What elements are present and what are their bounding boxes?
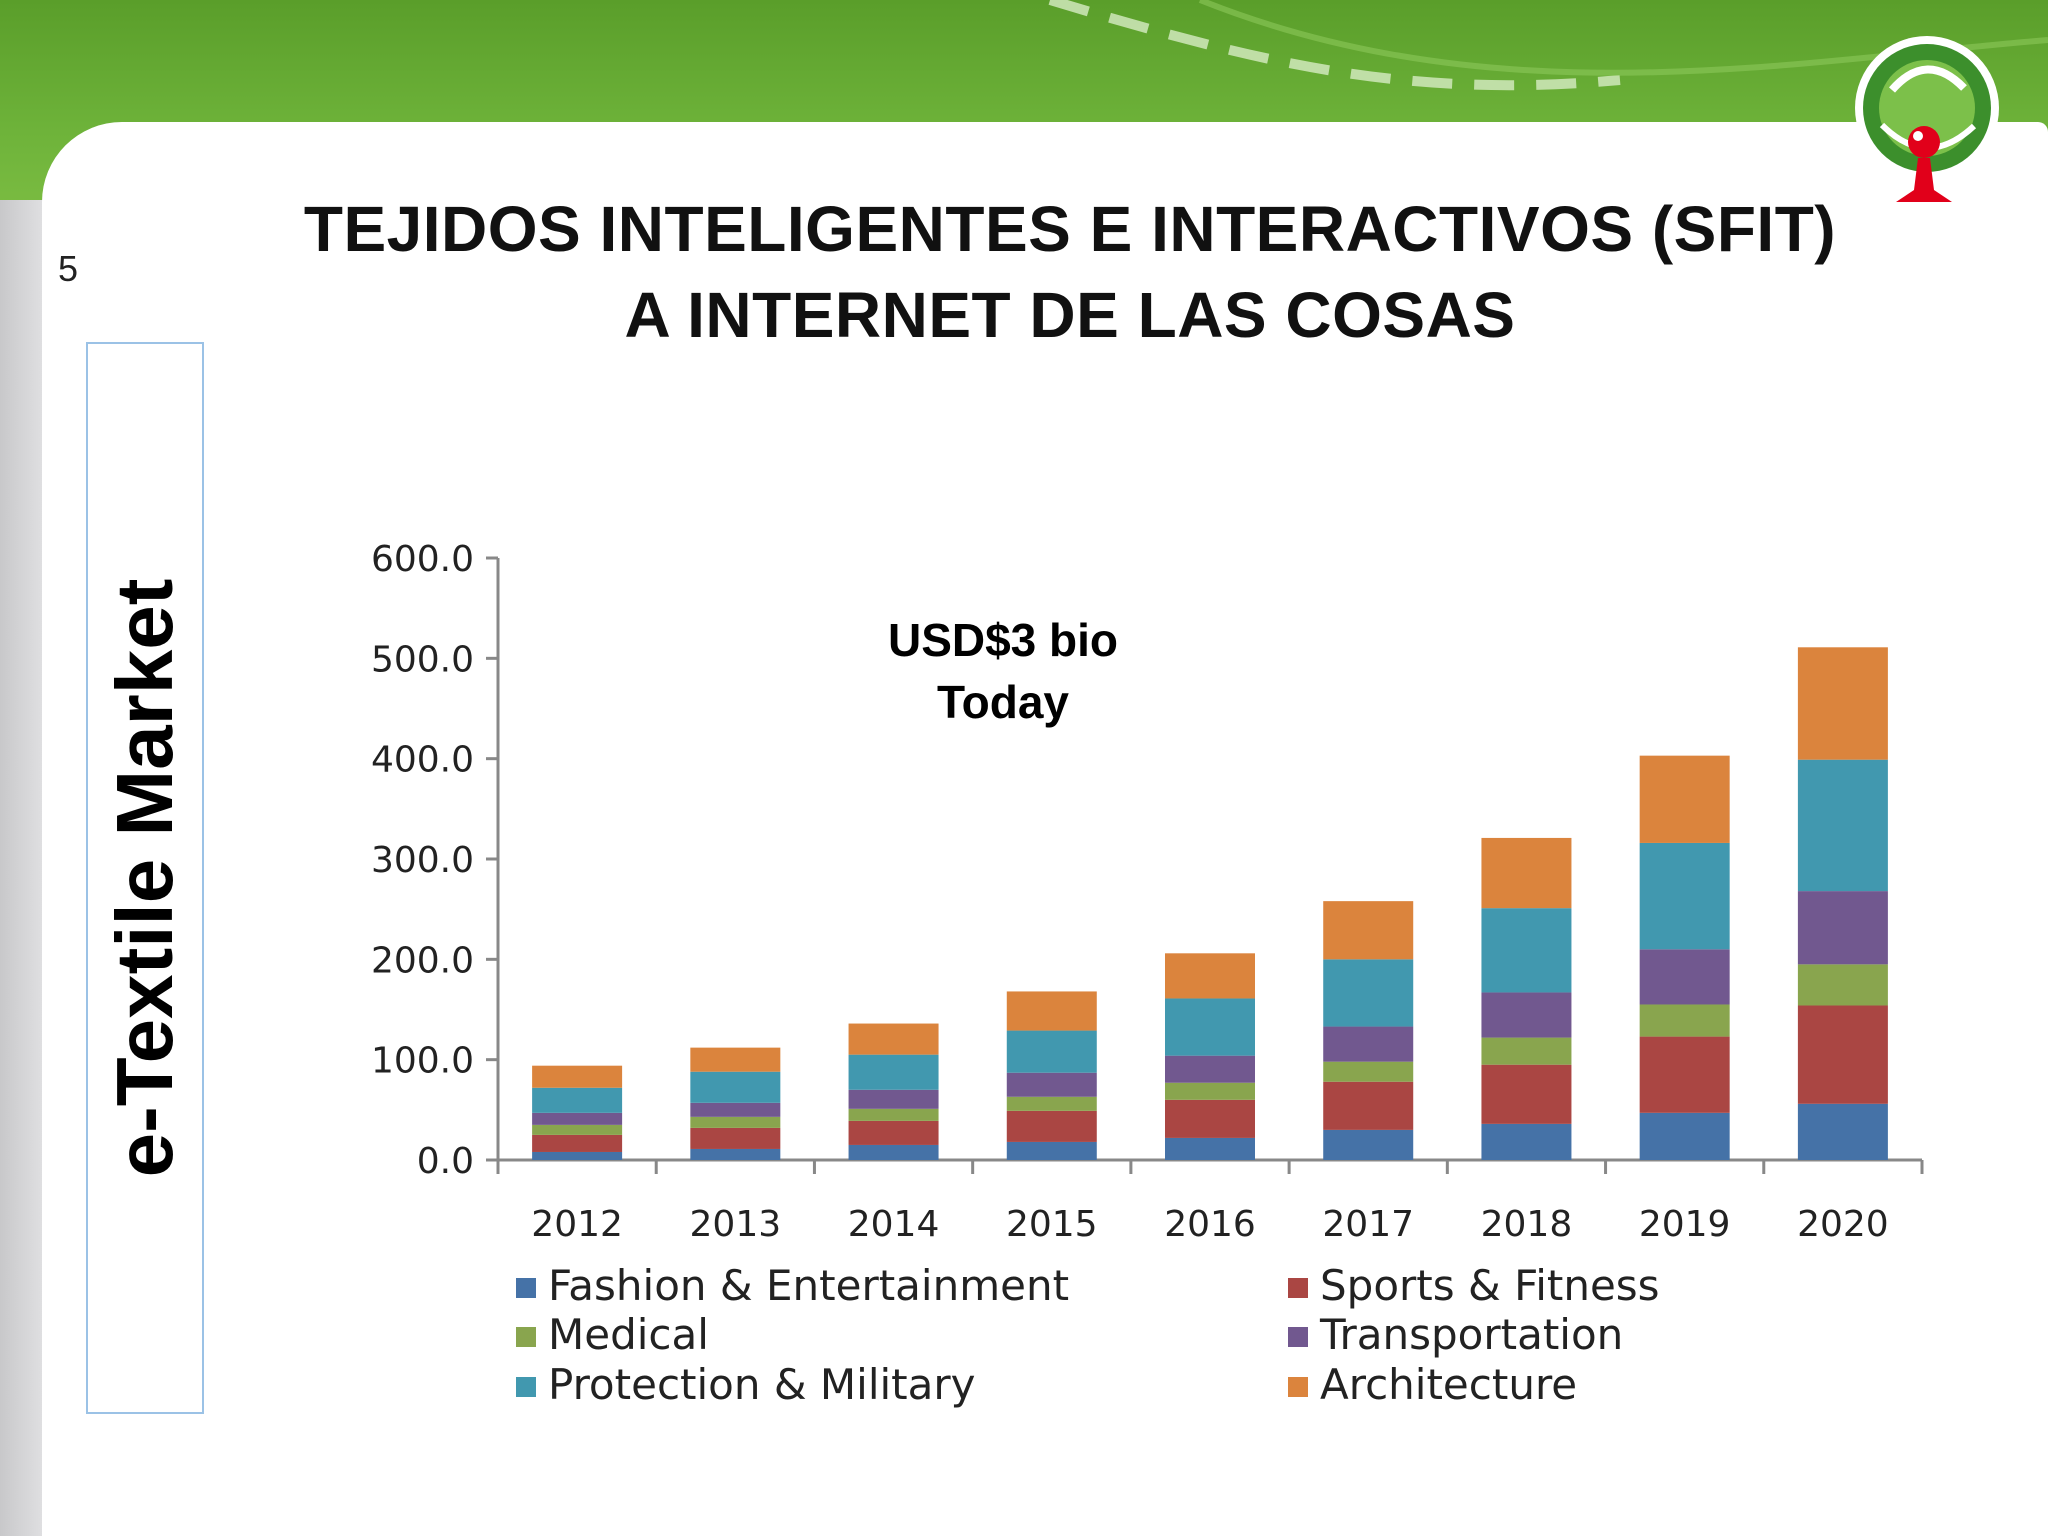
y-tick-label: 500.0 [371, 639, 474, 680]
bar-sports-fitness-2013 [690, 1127, 781, 1149]
legend-swatch [516, 1278, 536, 1298]
bar-protection-military-2020 [1797, 759, 1888, 892]
bar-fashion-entertainment-2020 [1797, 1103, 1888, 1160]
bar-architecture-2018 [1481, 837, 1572, 909]
bar-architecture-2017 [1323, 901, 1414, 960]
legend-swatch [516, 1327, 536, 1347]
bar-protection-military-2012 [532, 1087, 623, 1113]
legend-label: Fashion & Entertainment [548, 1261, 1069, 1310]
legend-label: Medical [548, 1310, 709, 1359]
slide-number: 5 [58, 248, 79, 289]
bar-medical-2020 [1797, 964, 1888, 1006]
bar-sports-fitness-2012 [532, 1134, 623, 1152]
bar-fashion-entertainment-2014 [848, 1144, 939, 1160]
bar-protection-military-2016 [1165, 998, 1255, 1056]
bar-fashion-entertainment-2012 [532, 1151, 623, 1160]
bar-protection-military-2015 [1006, 1030, 1097, 1073]
bar-transportation-2013 [690, 1102, 781, 1117]
tree-logo-icon [1855, 36, 1999, 202]
title-line-1: TEJIDOS INTELIGENTES E INTERACTIVOS (SFI… [303, 193, 1837, 265]
bar-sports-fitness-2014 [848, 1120, 939, 1145]
bar-medical-2012 [532, 1124, 623, 1135]
bar-architecture-2012 [532, 1065, 623, 1088]
title-line-2: A INTERNET DE LAS COSAS [624, 279, 1516, 351]
x-tick-label: 2020 [1797, 1204, 1889, 1245]
x-tick-label: 2019 [1639, 1204, 1731, 1245]
bar-medical-2016 [1165, 1082, 1255, 1100]
legend-label: Sports & Fitness [1320, 1261, 1660, 1310]
slide-title: TEJIDOS INTELIGENTES E INTERACTIVOS (SFI… [200, 186, 1940, 358]
y-tick-label: 400.0 [371, 740, 474, 781]
y-tick-label: 600.0 [371, 539, 474, 580]
side-label-box [86, 342, 204, 1414]
x-tick-label: 2016 [1164, 1204, 1256, 1245]
x-tick-label: 2017 [1322, 1204, 1414, 1245]
bar-transportation-2016 [1165, 1055, 1255, 1083]
legend-swatch [1288, 1377, 1308, 1397]
bar-sports-fitness-2020 [1797, 1005, 1888, 1104]
bar-protection-military-2014 [848, 1054, 939, 1090]
bar-sports-fitness-2016 [1165, 1099, 1255, 1138]
bar-fashion-entertainment-2018 [1481, 1123, 1572, 1160]
bar-medical-2019 [1639, 1004, 1730, 1037]
legend-label: Architecture [1320, 1360, 1577, 1409]
bar-transportation-2018 [1481, 992, 1572, 1038]
annotation-line-2: Today [937, 676, 1069, 728]
legend-swatch [1288, 1327, 1308, 1347]
bar-sports-fitness-2015 [1006, 1110, 1097, 1142]
bar-medical-2014 [848, 1108, 939, 1121]
y-tick-label: 0.0 [417, 1141, 474, 1182]
annotation-line-1: USD$3 bio [888, 614, 1118, 666]
x-tick-label: 2013 [690, 1204, 782, 1245]
legend-label: Transportation [1319, 1310, 1623, 1359]
bar-transportation-2019 [1639, 949, 1730, 1005]
bar-transportation-2017 [1323, 1026, 1414, 1062]
bar-medical-2015 [1006, 1096, 1097, 1111]
left-band [0, 200, 48, 1536]
x-tick-label: 2012 [531, 1204, 623, 1245]
x-tick-label: 2018 [1481, 1204, 1573, 1245]
bar-architecture-2015 [1006, 991, 1097, 1031]
bar-protection-military-2017 [1323, 959, 1414, 1027]
legend-swatch [516, 1377, 536, 1397]
legend-swatch [1288, 1278, 1308, 1298]
bar-transportation-2015 [1006, 1072, 1097, 1097]
bar-medical-2018 [1481, 1037, 1572, 1065]
bar-protection-military-2013 [690, 1071, 781, 1103]
bar-medical-2017 [1323, 1061, 1414, 1082]
legend-label: Protection & Military [548, 1360, 976, 1409]
bar-sports-fitness-2018 [1481, 1064, 1572, 1124]
bar-fashion-entertainment-2016 [1165, 1137, 1255, 1160]
bar-architecture-2019 [1639, 755, 1730, 843]
y-tick-label: 100.0 [371, 1041, 474, 1082]
bar-sports-fitness-2017 [1323, 1081, 1414, 1130]
y-tick-label: 200.0 [371, 940, 474, 981]
bar-architecture-2013 [690, 1047, 781, 1072]
bar-fashion-entertainment-2019 [1639, 1112, 1730, 1160]
bar-fashion-entertainment-2017 [1323, 1129, 1414, 1160]
bar-architecture-2020 [1797, 647, 1888, 760]
bar-protection-military-2018 [1481, 908, 1572, 993]
bar-protection-military-2019 [1639, 842, 1730, 950]
x-tick-label: 2015 [1006, 1204, 1098, 1245]
bar-transportation-2020 [1797, 891, 1888, 965]
bar-architecture-2014 [848, 1023, 939, 1055]
bar-transportation-2014 [848, 1089, 939, 1109]
bar-sports-fitness-2019 [1639, 1036, 1730, 1113]
bar-fashion-entertainment-2013 [690, 1148, 781, 1160]
bar-transportation-2012 [532, 1112, 623, 1125]
bar-fashion-entertainment-2015 [1006, 1141, 1097, 1160]
y-tick-label: 300.0 [371, 840, 474, 881]
bar-architecture-2016 [1165, 953, 1255, 999]
x-tick-label: 2014 [848, 1204, 940, 1245]
bar-medical-2013 [690, 1116, 781, 1128]
